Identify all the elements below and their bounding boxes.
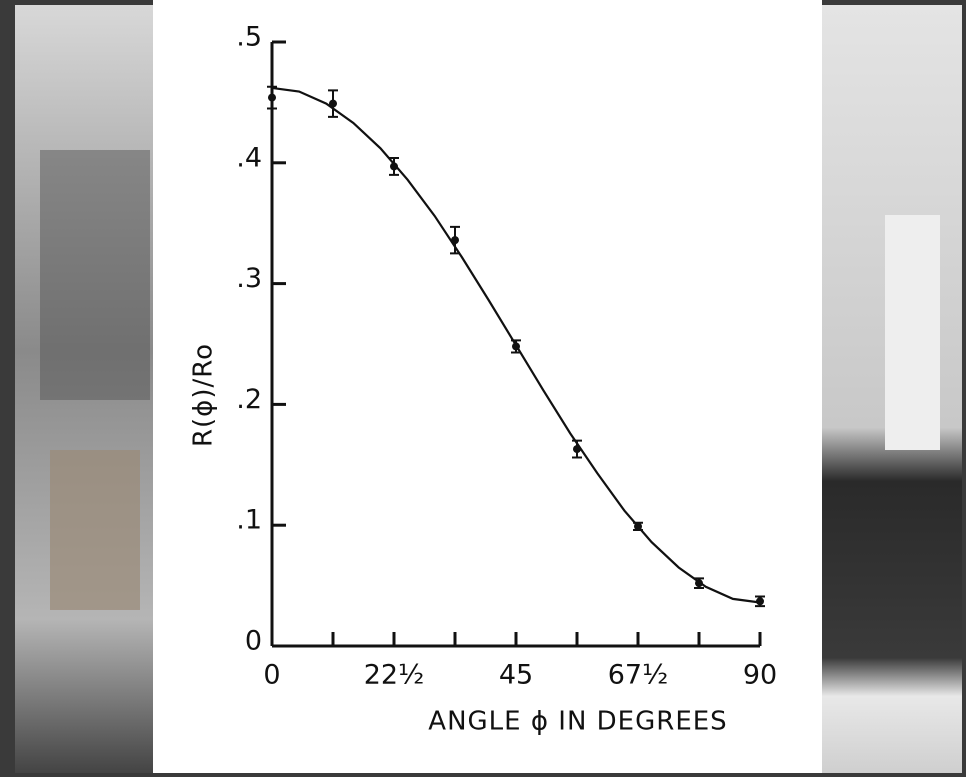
photo-detail	[50, 450, 140, 610]
y-tick-label: .3	[236, 263, 262, 294]
x-tick-label: 67½	[608, 660, 669, 691]
photo-detail	[40, 150, 150, 400]
x-tick-label: 45	[499, 660, 533, 691]
x-tick-label: 22½	[364, 660, 425, 691]
data-point	[512, 342, 520, 351]
x-tick-label: 90	[743, 660, 777, 691]
data-point	[695, 579, 703, 588]
y-tick-label: .1	[236, 505, 262, 536]
data-point	[756, 597, 764, 606]
y-axis-label: R(ϕ)/Ro	[189, 343, 219, 447]
data-point	[451, 236, 459, 245]
y-tick-label: 0	[245, 626, 262, 657]
data-point	[268, 93, 276, 102]
data-point	[634, 522, 642, 531]
y-tick-label: .2	[236, 384, 262, 415]
photo-figure	[885, 215, 940, 450]
chart-panel	[153, 0, 822, 773]
y-tick-label: .5	[236, 22, 262, 53]
chart: ANGLE ϕ IN DEGREES R(ϕ)/Ro 0 .1 .2 .3 .4 .5 0 2…	[189, 22, 778, 737]
x-axis-label: ANGLE ϕ IN DEGREES	[428, 707, 727, 737]
data-point	[329, 99, 337, 108]
data-point	[573, 445, 581, 454]
x-tick-label: 0	[263, 660, 280, 691]
data-point	[390, 162, 398, 171]
y-tick-label: .4	[236, 142, 262, 173]
